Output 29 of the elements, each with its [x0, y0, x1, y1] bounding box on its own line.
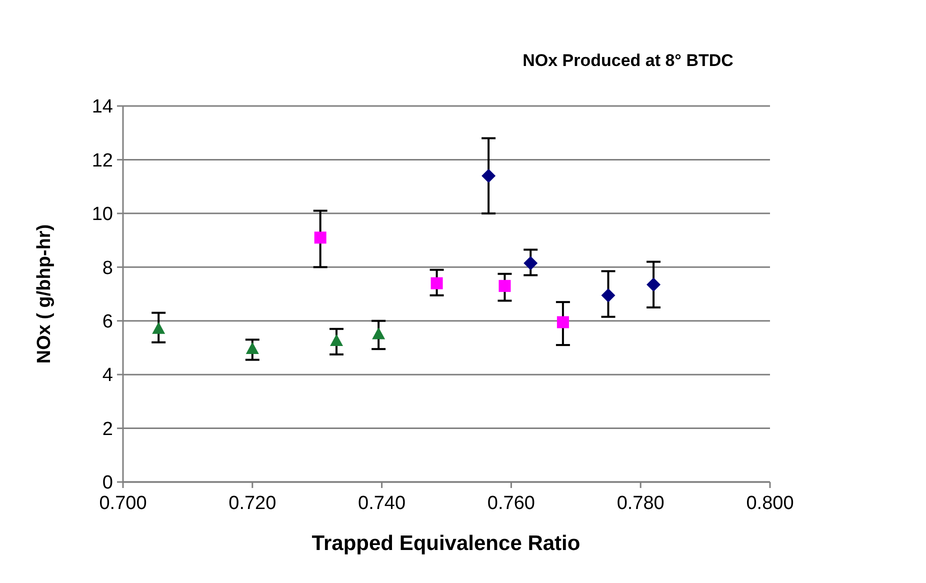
y-tick-label: 8 — [102, 258, 113, 279]
point — [556, 316, 569, 328]
point — [524, 256, 538, 270]
x-tick-label: 0.700 — [99, 493, 147, 514]
point — [246, 342, 259, 354]
point — [372, 327, 386, 340]
y-tick-label: 14 — [92, 96, 114, 118]
point — [314, 232, 326, 244]
y-tick-label: 6 — [102, 312, 113, 333]
y-axis-title: NOx ( g/bhp-hr) — [34, 224, 55, 364]
y-tick-label: 10 — [92, 204, 113, 226]
point — [482, 168, 496, 183]
point — [646, 278, 661, 292]
x-tick-label: 0.800 — [746, 493, 794, 514]
point — [498, 280, 511, 292]
y-tick-label: 2 — [102, 418, 113, 440]
y-tick-label: 12 — [92, 150, 113, 172]
point — [601, 288, 616, 302]
y-tick-label: 0 — [102, 472, 113, 494]
chart-title: NOx Produced at 8° BTDC — [522, 51, 734, 70]
point — [430, 277, 443, 290]
y-tick-label: 4 — [102, 365, 114, 386]
point — [152, 322, 166, 334]
point — [330, 334, 344, 346]
x-tick-label: 0.740 — [358, 493, 406, 514]
x-axis-title: Trapped Equivalence Ratio — [312, 532, 580, 555]
x-tick-label: 0.720 — [228, 493, 276, 514]
x-tick-label: 0.760 — [487, 493, 535, 514]
x-tick-label: 0.780 — [616, 493, 664, 514]
